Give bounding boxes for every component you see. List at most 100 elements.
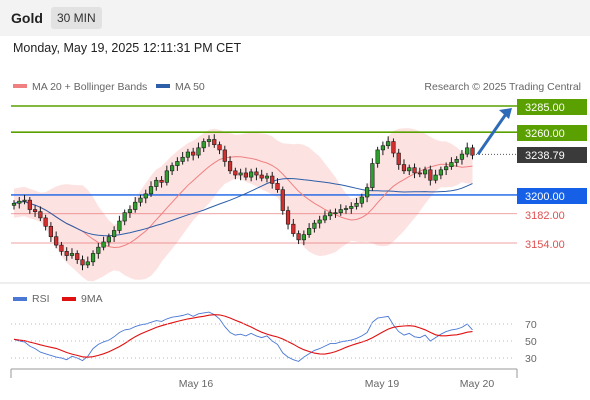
candle-body (422, 169, 428, 175)
candle-body (444, 166, 449, 171)
candle-body (243, 172, 248, 178)
moving-averages (13, 156, 473, 249)
candle-body (159, 179, 164, 183)
candle-body (307, 228, 312, 235)
candle-body (401, 164, 407, 172)
candle-body (127, 209, 133, 213)
candle-body (54, 236, 59, 246)
candle-body (148, 186, 154, 195)
rsi-tick-70: 70 (525, 319, 537, 331)
level-tag-3260: 3260.00 (517, 125, 587, 141)
candle-body (164, 170, 169, 183)
candle-body (380, 145, 386, 151)
candle-body (470, 147, 475, 156)
candle-body (196, 147, 201, 156)
candle-body (227, 161, 233, 172)
candle-body (59, 244, 64, 252)
candle-body (417, 172, 422, 175)
candle-body (106, 236, 111, 243)
candle-body (170, 165, 175, 172)
forecast-arrow-head (499, 108, 512, 119)
rsi-line (13, 311, 473, 362)
level-tag-3285: 3285.00 (517, 99, 587, 115)
ma50-line (13, 177, 473, 237)
asset-title: Gold (11, 10, 43, 26)
candle-body (22, 199, 27, 202)
candle-body (217, 144, 222, 151)
ma50-legend-label: MA 50 (175, 81, 205, 93)
candle-body (454, 159, 459, 163)
candle-body (465, 147, 470, 155)
ma50-legend-swatch (156, 84, 170, 88)
candle-body (180, 156, 185, 162)
candle-body (64, 251, 69, 256)
candle-body (201, 141, 206, 149)
candle-body (270, 175, 275, 184)
candle-body (27, 199, 32, 210)
rsi-lines (13, 311, 473, 362)
candle-body (322, 215, 328, 221)
chart-datetime: Monday, May 19, 2025 12:11:31 PM CET (13, 41, 242, 55)
candle-body (396, 152, 401, 165)
candle-body (343, 208, 349, 210)
candle-body (117, 220, 122, 231)
candle-body (301, 234, 306, 241)
candle-body (143, 193, 148, 199)
candle-body (354, 202, 359, 207)
candle-body (370, 163, 375, 188)
candle-body (254, 171, 259, 176)
candle-body (438, 169, 443, 176)
ma9-legend-label: 9MA (81, 293, 103, 305)
candle-body (359, 196, 364, 204)
timeframe-button[interactable]: 30 MIN (51, 7, 102, 29)
candle-body (238, 172, 243, 176)
level-tag-3200: 3200.00 (517, 188, 587, 204)
x-label-may20: May 20 (460, 378, 495, 390)
candle-body (249, 171, 254, 178)
price-levels (11, 105, 517, 244)
rsi-tick-50: 50 (525, 336, 537, 348)
candle-body (191, 151, 196, 156)
candle-body (154, 179, 159, 187)
candle-body (206, 139, 212, 142)
candle-body (85, 261, 90, 266)
candle-body (317, 219, 322, 224)
candle-body (386, 141, 391, 147)
candle-body (69, 253, 75, 256)
candle-body (101, 241, 106, 248)
ma20-legend-label: MA 20 + Bollinger Bands (32, 81, 147, 93)
candle-body (90, 253, 96, 263)
candle-body (433, 174, 438, 181)
candle-body (328, 212, 333, 217)
level-label-3285: 3285.00 (525, 102, 565, 114)
candle-body (175, 161, 180, 166)
candle-body (112, 230, 117, 238)
candle-body (43, 217, 48, 227)
candle-body (122, 212, 127, 222)
candle-body (185, 151, 191, 158)
candlesticks (11, 134, 475, 271)
level-label-3260: 3260.00 (525, 128, 565, 140)
candle-body (364, 187, 370, 198)
candle-body (17, 200, 22, 204)
candle-body (264, 175, 270, 179)
candle-body (275, 183, 280, 190)
candle-body (32, 209, 38, 212)
candle-body (375, 149, 380, 164)
last-price-label: 3238.79 (525, 150, 565, 162)
candle-body (312, 222, 317, 229)
candle-body (233, 170, 238, 176)
candle-body (296, 233, 301, 241)
candle-body (412, 167, 417, 174)
candle-body (48, 225, 53, 238)
last-price-tag: 3238.79 (517, 147, 587, 163)
candle-body (459, 153, 465, 160)
candle-body (391, 141, 396, 154)
candle-body (407, 167, 412, 172)
ma9-legend-swatch (62, 297, 76, 301)
forecast-arrow (476, 108, 512, 156)
candle-body (333, 212, 338, 214)
rsi-9ma-line (13, 314, 473, 358)
rsi-legend-label: RSI (32, 293, 50, 305)
